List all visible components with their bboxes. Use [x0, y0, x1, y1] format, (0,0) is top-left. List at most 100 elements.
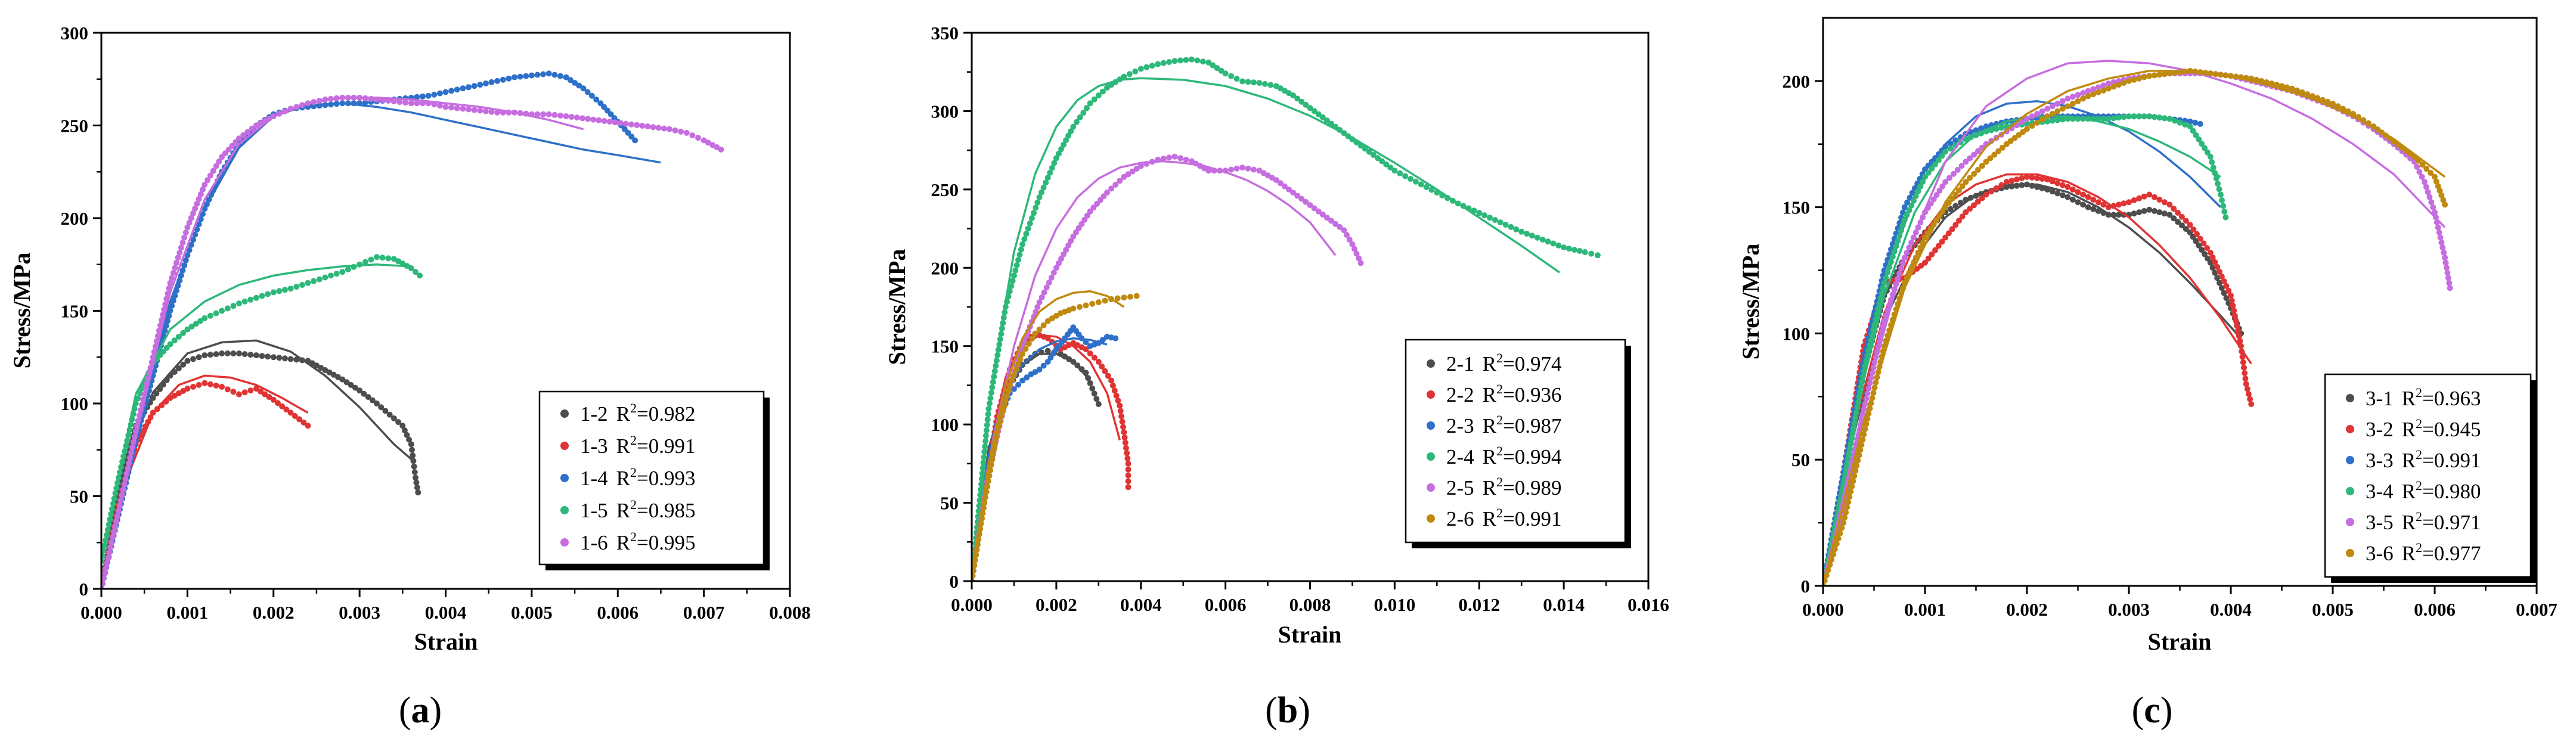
data-point [2221, 278, 2227, 284]
data-point [1211, 167, 1217, 174]
data-point [139, 402, 145, 408]
data-point [2219, 197, 2225, 203]
data-point [249, 125, 255, 132]
data-point [606, 119, 613, 125]
data-point [2183, 226, 2189, 232]
legend-box [1405, 339, 1626, 544]
data-point [282, 355, 288, 362]
data-point [147, 365, 154, 371]
data-point [1124, 455, 1131, 462]
data-point [1024, 374, 1030, 381]
data-point [184, 252, 191, 259]
data-point [2192, 119, 2199, 126]
data-point [607, 111, 614, 117]
data-point [1878, 328, 1885, 334]
panel-open-paren: ( [1265, 690, 1278, 731]
data-point [118, 464, 124, 470]
data-point [506, 109, 512, 116]
data-point [1043, 284, 1050, 291]
data-point [2171, 215, 2177, 222]
legend-series-name: 1-4 [580, 467, 608, 490]
data-point [236, 135, 242, 142]
data-point [2235, 328, 2241, 334]
data-point [197, 318, 203, 324]
data-point [351, 263, 357, 270]
data-point [1922, 173, 1928, 180]
data-point [683, 129, 690, 136]
data-point [230, 350, 237, 356]
y-axis-label: Stress/MPa [884, 249, 910, 365]
data-point [2059, 182, 2066, 188]
data-point [512, 109, 517, 116]
data-point [2178, 213, 2185, 220]
data-point [1863, 396, 1870, 402]
x-tick-label: 0.000 [80, 602, 122, 623]
data-point [1869, 370, 1876, 376]
data-point [1891, 286, 1898, 293]
data-point [1950, 170, 1957, 177]
data-point [1861, 368, 1867, 374]
data-point [2200, 240, 2207, 247]
data-point [1895, 275, 1901, 282]
data-point [1963, 209, 1969, 216]
data-point [202, 380, 208, 386]
data-point [2141, 74, 2147, 80]
data-point [362, 100, 368, 106]
data-point [316, 276, 323, 283]
data-point [523, 73, 529, 79]
legend-label: 1-2 R2=0.982 [580, 401, 696, 426]
data-point [230, 303, 237, 309]
data-point [1083, 339, 1089, 346]
legend-label: 2-6 R2=0.991 [1446, 505, 1562, 530]
legend-marker [1427, 483, 1435, 492]
data-point [995, 424, 1002, 430]
data-point [2182, 122, 2188, 128]
data-point [2192, 69, 2199, 75]
data-point [1918, 262, 1924, 269]
data-point [1888, 322, 1894, 328]
data-point [1952, 203, 1959, 209]
y-axis-label: Stress/MPa [1737, 244, 1764, 360]
data-point [2279, 83, 2285, 89]
data-point [224, 305, 231, 312]
data-point [410, 458, 417, 464]
data-point [1856, 394, 1862, 401]
data-point [1877, 358, 1884, 365]
data-point [408, 265, 414, 271]
data-point [1497, 219, 1504, 226]
data-point [978, 476, 985, 482]
data-point [2049, 188, 2056, 195]
data-point [1539, 237, 1546, 243]
data-point [2217, 191, 2224, 198]
data-point [2190, 128, 2196, 134]
data-point [2212, 71, 2219, 77]
legend-label: 2-4 R2=0.994 [1446, 443, 1562, 468]
data-point [2085, 88, 2091, 94]
data-point [265, 291, 271, 297]
data-point [2379, 129, 2385, 136]
data-point [379, 97, 386, 103]
data-point [1307, 202, 1313, 209]
legend-r2-value: =0.982 [637, 402, 696, 426]
data-point [1379, 158, 1385, 165]
data-point [196, 354, 202, 361]
data-point [135, 417, 141, 424]
data-point [2110, 79, 2117, 85]
chart-panel-b: 0.000 0.002 0.004 0.006 0.008 0.010 0.012 0.014… [884, 23, 1669, 731]
data-point [1939, 183, 1946, 190]
data-point [113, 518, 119, 524]
data-point [2064, 194, 2071, 200]
data-point [460, 85, 466, 92]
data-point [1925, 255, 1932, 262]
data-point [357, 387, 363, 394]
data-point [2064, 116, 2071, 122]
data-point [1983, 159, 1989, 165]
legend-series-name: 1-3 [580, 434, 608, 458]
data-point [2218, 285, 2225, 291]
data-point [977, 526, 984, 532]
data-point [1471, 207, 1477, 214]
data-point [2151, 114, 2157, 120]
data-point [1121, 73, 1127, 80]
data-point [1121, 429, 1127, 436]
data-point [2044, 176, 2051, 183]
